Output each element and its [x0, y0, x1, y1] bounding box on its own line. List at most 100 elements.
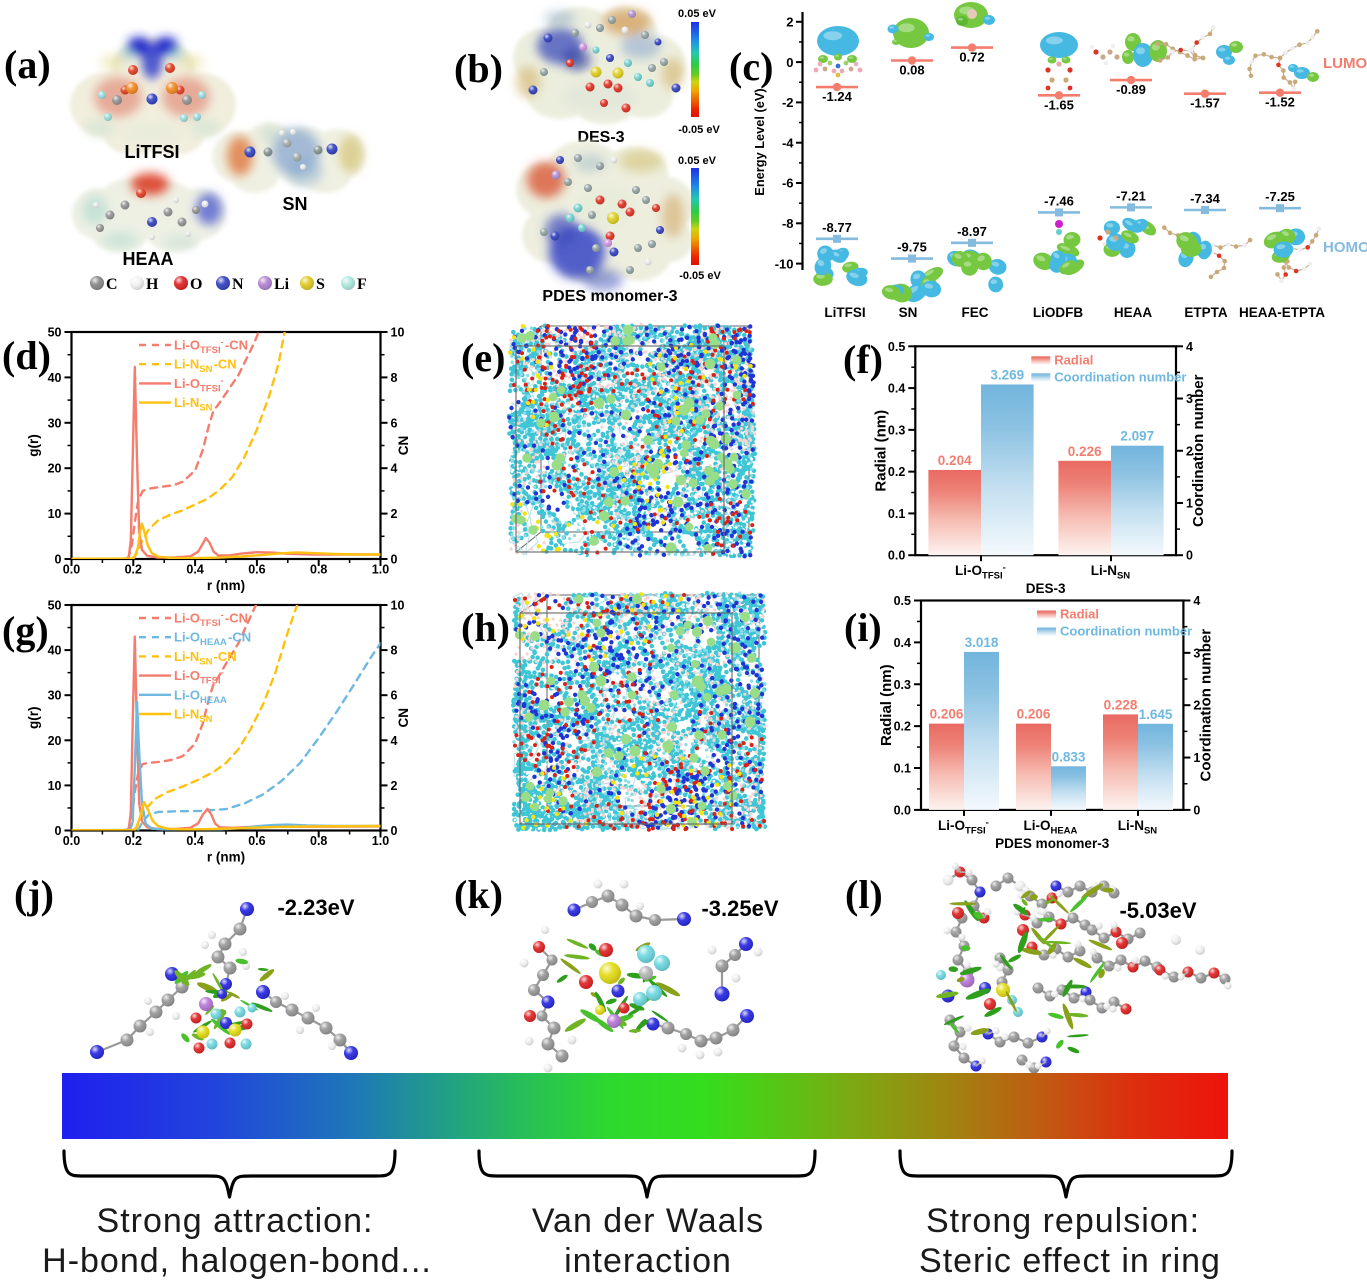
svg-text:Energy Level (eV): Energy Level (eV)	[752, 88, 767, 195]
svg-text:2: 2	[1186, 444, 1193, 458]
svg-text:-1.24: -1.24	[822, 89, 852, 104]
svg-text:0: 0	[55, 824, 62, 838]
svg-text:0.05 eV: 0.05 eV	[678, 8, 717, 20]
svg-text:0.6: 0.6	[248, 834, 265, 848]
svg-text:LiTFSI: LiTFSI	[824, 305, 865, 320]
svg-text:Li-NSN -CN: Li-NSN -CN	[174, 357, 237, 376]
svg-text:0: 0	[391, 553, 398, 567]
svg-text:0: 0	[1193, 803, 1200, 817]
svg-text:(f): (f)	[843, 337, 883, 382]
svg-text:Steric effect in ring: Steric effect in ring	[919, 1242, 1221, 1280]
svg-text:20: 20	[48, 462, 62, 476]
svg-text:-6: -6	[782, 176, 794, 191]
svg-text:-3.25eV: -3.25eV	[701, 896, 778, 921]
svg-text:0.833: 0.833	[1052, 749, 1086, 764]
svg-text:0.5: 0.5	[894, 594, 911, 608]
svg-text:(i): (i)	[844, 605, 882, 650]
svg-text:g(r): g(r)	[26, 707, 41, 730]
svg-text:-7.46: -7.46	[1044, 193, 1074, 208]
svg-text:0.3: 0.3	[894, 678, 911, 692]
svg-text:0.2: 0.2	[888, 465, 905, 479]
svg-text:CN: CN	[396, 708, 411, 728]
svg-text:10: 10	[48, 507, 62, 521]
svg-text:Radial: Radial	[1054, 352, 1093, 367]
svg-text:HEAA-ETPTA: HEAA-ETPTA	[1239, 305, 1325, 320]
svg-text:g(r): g(r)	[26, 434, 41, 457]
svg-text:10: 10	[48, 779, 62, 793]
svg-text:1: 1	[1193, 751, 1200, 765]
svg-text:0.8: 0.8	[310, 834, 327, 848]
svg-text:4: 4	[391, 734, 398, 748]
svg-text:0: 0	[55, 553, 62, 567]
svg-text:N: N	[232, 276, 244, 293]
svg-text:4: 4	[1193, 594, 1200, 608]
svg-text:HOMO: HOMO	[1323, 239, 1367, 256]
svg-text:0.1: 0.1	[894, 762, 911, 776]
svg-text:(k): (k)	[454, 872, 503, 917]
svg-text:H-bond, halogen-bond...: H-bond, halogen-bond...	[42, 1242, 432, 1280]
svg-text:0.6: 0.6	[248, 563, 265, 577]
svg-text:LiODFB: LiODFB	[1033, 305, 1083, 320]
svg-text:(c): (c)	[729, 44, 773, 89]
svg-text:-7.25: -7.25	[1265, 189, 1295, 204]
svg-text:Radial (nm): Radial (nm)	[878, 664, 895, 746]
svg-text:PDES monomer-3: PDES monomer-3	[995, 836, 1110, 851]
svg-text:Li-OTFSI- -CN: Li-OTFSI- -CN	[174, 610, 248, 629]
svg-text:F: F	[357, 276, 367, 293]
svg-text:0.226: 0.226	[1068, 444, 1102, 459]
svg-text:-1.52: -1.52	[1265, 95, 1295, 110]
svg-text:4: 4	[1186, 340, 1193, 354]
svg-text:0.0: 0.0	[888, 549, 905, 563]
svg-text:PDES monomer-3: PDES monomer-3	[542, 288, 677, 305]
svg-text:-1.57: -1.57	[1190, 96, 1220, 111]
svg-text:1: 1	[1186, 496, 1193, 510]
svg-text:0.0: 0.0	[894, 803, 911, 817]
svg-text:-8.77: -8.77	[822, 220, 852, 235]
svg-text:6: 6	[391, 416, 398, 430]
svg-text:0.05 eV: 0.05 eV	[678, 155, 717, 167]
svg-text:Coordination number: Coordination number	[1197, 629, 1214, 782]
svg-text:0.72: 0.72	[959, 50, 984, 65]
svg-text:0.2: 0.2	[125, 834, 142, 848]
svg-text:FEC: FEC	[962, 305, 989, 320]
svg-text:SN: SN	[282, 194, 307, 214]
svg-text:0.08: 0.08	[899, 62, 924, 77]
svg-text:0.4: 0.4	[894, 636, 911, 650]
svg-text:Radial: Radial	[1060, 607, 1099, 622]
svg-text:3: 3	[1193, 646, 1200, 660]
svg-text:1.0: 1.0	[372, 563, 389, 577]
svg-text:r (nm): r (nm)	[207, 578, 245, 593]
svg-text:CN: CN	[396, 436, 411, 456]
svg-text:-8: -8	[782, 216, 794, 231]
svg-text:Coordination number: Coordination number	[1060, 624, 1192, 639]
svg-text:LiTFSI: LiTFSI	[125, 142, 180, 162]
svg-text:(a): (a)	[4, 42, 51, 87]
svg-text:3.018: 3.018	[965, 635, 999, 650]
svg-text:LUMO: LUMO	[1323, 55, 1367, 72]
svg-text:40: 40	[48, 644, 62, 658]
svg-text:interaction: interaction	[564, 1242, 732, 1280]
svg-text:3: 3	[1186, 392, 1193, 406]
svg-text:8: 8	[391, 371, 398, 385]
svg-text:-10: -10	[775, 256, 794, 271]
svg-text:DES-3: DES-3	[1026, 581, 1066, 596]
svg-text:H: H	[146, 276, 159, 293]
svg-text:0.5: 0.5	[888, 340, 905, 354]
svg-text:0: 0	[391, 824, 398, 838]
svg-text:10: 10	[391, 326, 405, 340]
svg-text:-0.05 eV: -0.05 eV	[679, 270, 721, 282]
svg-text:-0.89: -0.89	[1116, 82, 1146, 97]
svg-text:(h): (h)	[461, 605, 510, 650]
svg-text:0: 0	[786, 55, 793, 70]
svg-text:Li-NSN -CN: Li-NSN -CN	[174, 649, 237, 668]
svg-text:2: 2	[391, 507, 398, 521]
svg-text:(d): (d)	[2, 333, 51, 378]
svg-text:Radial (nm): Radial (nm)	[872, 410, 889, 492]
svg-text:0.8: 0.8	[310, 563, 327, 577]
svg-text:HEAA: HEAA	[1114, 305, 1153, 320]
svg-text:10: 10	[391, 599, 405, 613]
svg-text:8: 8	[391, 644, 398, 658]
svg-text:0.1: 0.1	[888, 507, 905, 521]
svg-text:2: 2	[391, 779, 398, 793]
svg-text:0.228: 0.228	[1104, 697, 1138, 712]
